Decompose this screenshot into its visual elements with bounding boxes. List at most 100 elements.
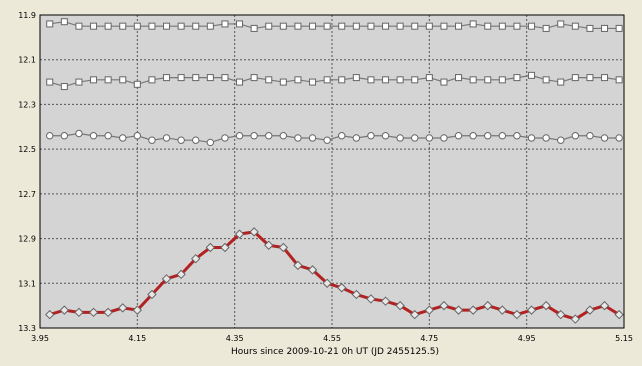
data-point	[89, 132, 98, 140]
data-point	[176, 269, 186, 280]
series-line	[49, 74, 620, 88]
data-point	[119, 134, 127, 142]
data-point	[425, 74, 433, 82]
data-point	[542, 24, 550, 32]
series-line	[49, 230, 620, 321]
data-point	[338, 76, 346, 84]
data-point	[351, 289, 362, 300]
data-point	[425, 134, 434, 142]
data-point	[161, 274, 172, 284]
data-point	[380, 296, 391, 306]
data-point	[526, 305, 537, 315]
data-point	[352, 134, 361, 142]
data-point	[453, 305, 464, 315]
data-point	[484, 132, 492, 140]
data-point	[322, 278, 332, 288]
data-point	[278, 242, 289, 253]
data-point	[104, 132, 112, 140]
data-point	[192, 136, 200, 144]
data-point	[571, 74, 579, 82]
data-point	[601, 74, 609, 82]
data-point	[382, 76, 390, 84]
data-point	[221, 134, 229, 142]
data-point	[133, 80, 141, 88]
data-point	[250, 74, 258, 82]
data-point	[440, 78, 448, 86]
data-point	[440, 134, 448, 142]
data-point	[148, 136, 156, 144]
data-point	[367, 76, 375, 84]
data-point	[483, 300, 493, 311]
data-point	[513, 74, 521, 82]
y-tick-label: 12.7	[18, 190, 36, 199]
data-point	[455, 22, 463, 30]
data-point	[163, 22, 171, 30]
data-point	[265, 132, 273, 140]
data-point	[498, 22, 506, 30]
data-point	[148, 76, 156, 84]
data-point	[279, 132, 288, 140]
data-point	[614, 309, 624, 320]
data-point	[60, 83, 68, 91]
data-point	[599, 300, 610, 311]
data-point	[512, 309, 522, 320]
data-point	[513, 132, 521, 140]
data-point	[323, 136, 331, 144]
data-point	[279, 22, 287, 30]
data-point	[366, 294, 376, 304]
data-point	[396, 22, 404, 30]
data-point	[382, 22, 390, 30]
data-point	[249, 227, 259, 237]
data-point	[309, 22, 317, 30]
data-point	[469, 76, 477, 84]
data-point	[234, 229, 245, 239]
data-point	[60, 18, 68, 26]
data-point	[119, 22, 127, 30]
data-point	[192, 74, 200, 82]
data-point	[206, 138, 215, 147]
data-point	[338, 22, 346, 30]
data-point	[119, 76, 127, 84]
y-tick-label: 12.5	[18, 145, 36, 154]
data-point	[381, 132, 390, 140]
data-point	[250, 24, 258, 32]
data-point	[396, 76, 404, 84]
data-point	[46, 132, 54, 140]
data-point	[468, 305, 478, 315]
data-point	[411, 22, 419, 30]
data-point	[205, 242, 216, 253]
series-line	[49, 132, 620, 144]
data-point	[265, 76, 273, 84]
data-point	[88, 307, 99, 318]
data-point	[557, 136, 565, 144]
data-point	[454, 132, 463, 140]
data-point	[600, 134, 609, 142]
data-point	[615, 24, 623, 32]
data-point	[615, 134, 623, 142]
data-point	[557, 78, 565, 86]
data-point	[396, 134, 404, 142]
data-point	[46, 78, 54, 86]
x-tick-label: 4.15	[128, 334, 146, 343]
data-point	[352, 22, 360, 30]
data-point	[221, 74, 229, 82]
data-point	[265, 22, 273, 30]
x-tick-label: 4.35	[226, 334, 244, 343]
data-point	[586, 24, 594, 32]
y-tick-label: 13.1	[18, 279, 36, 288]
x-tick-label: 4.55	[323, 334, 341, 343]
data-point	[294, 76, 302, 84]
data-point	[221, 20, 229, 28]
data-point	[411, 134, 419, 142]
series-2	[46, 71, 623, 91]
x-tick-label: 3.95	[31, 334, 49, 343]
series-4	[45, 227, 624, 324]
data-point	[279, 78, 287, 86]
data-point	[163, 74, 171, 82]
data-point	[60, 132, 69, 140]
data-point	[75, 78, 83, 86]
plot-frame	[39, 14, 625, 329]
data-point	[425, 22, 433, 30]
